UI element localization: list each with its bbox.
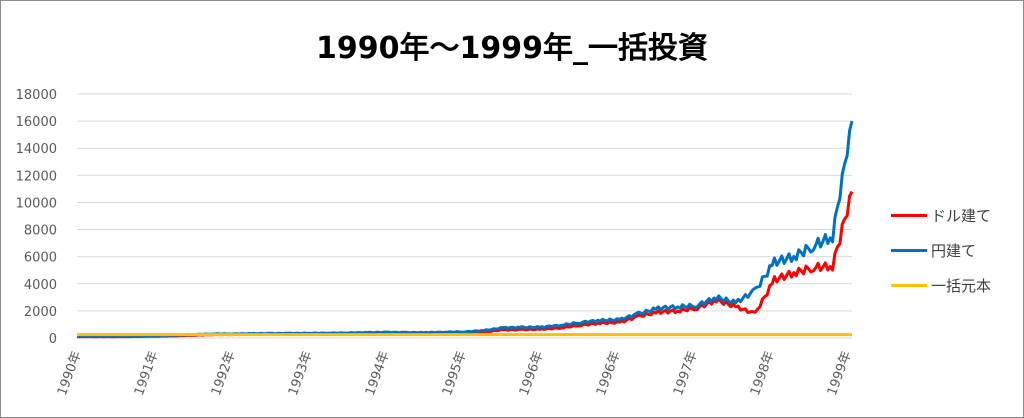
y-tick-label: 14000 — [16, 142, 57, 157]
legend-label: ドル建て — [931, 207, 992, 225]
series-line-0 — [76, 190, 854, 339]
legend-label: 一括元本 — [931, 277, 992, 295]
legend-swatch — [891, 249, 927, 252]
x-tick-label: 1996年 — [517, 349, 547, 397]
legend-swatch — [891, 214, 927, 217]
series-line-1 — [76, 120, 854, 338]
x-tick-label: 1990年 — [55, 349, 85, 397]
x-tick-label: 1995年 — [440, 349, 470, 397]
legend-label: 円建て — [931, 242, 977, 260]
x-tick-label: 1997年 — [671, 349, 701, 397]
y-tick-label: 12000 — [16, 169, 57, 184]
y-tick-label: 16000 — [16, 115, 57, 130]
legend-item: 円建て — [891, 240, 976, 261]
y-tick-label: 4000 — [24, 278, 57, 293]
x-tick-label: 1994年 — [363, 349, 393, 397]
x-tick-label: 1993年 — [286, 349, 316, 397]
x-tick-label: 1996年 — [594, 349, 624, 397]
legend-item: 一括元本 — [891, 275, 991, 296]
y-tick-label: 2000 — [24, 305, 57, 320]
y-tick-label: 6000 — [24, 251, 57, 266]
x-tick-label: 1992年 — [209, 349, 239, 397]
y-tick-label: 10000 — [16, 196, 57, 211]
x-tick-label: 1999年 — [825, 349, 855, 397]
y-tick-label: 8000 — [24, 224, 57, 239]
y-tick-label: 0 — [49, 332, 57, 347]
x-tick-label: 1998年 — [748, 349, 778, 397]
y-tick-label: 18000 — [16, 88, 57, 103]
chart-title: 1990年～1999年_一括投資 — [316, 31, 708, 66]
legend-item: ドル建て — [891, 205, 991, 226]
x-tick-label: 1991年 — [132, 349, 162, 397]
legend-swatch — [891, 284, 927, 287]
